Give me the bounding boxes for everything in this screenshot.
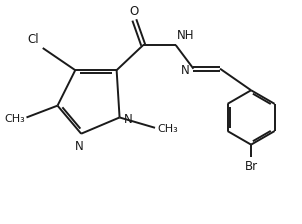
Text: Br: Br bbox=[245, 160, 258, 173]
Text: NH: NH bbox=[177, 28, 195, 41]
Text: CH₃: CH₃ bbox=[157, 124, 178, 134]
Text: N: N bbox=[124, 113, 132, 126]
Text: CH₃: CH₃ bbox=[4, 114, 25, 124]
Text: N: N bbox=[75, 140, 84, 153]
Text: Cl: Cl bbox=[27, 33, 39, 46]
Text: N: N bbox=[181, 64, 190, 77]
Text: O: O bbox=[130, 4, 139, 17]
